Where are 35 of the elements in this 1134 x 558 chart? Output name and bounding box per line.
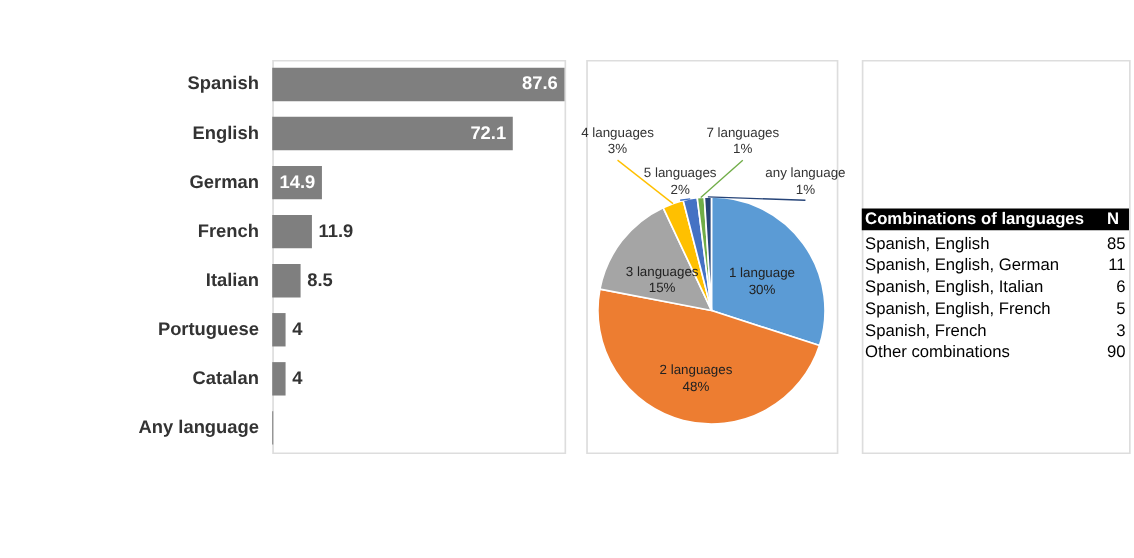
text: N [1106, 207, 1119, 228]
category-label: Spanish, English, German [865, 254, 1060, 275]
data-label: 6 [1116, 276, 1127, 297]
category-label: Other combinations [865, 341, 1010, 362]
data-label: 4 [292, 318, 305, 339]
y-tick-label: Any language [138, 416, 259, 437]
y-tick-label: Catalan [192, 367, 260, 388]
y-tick-label: Portuguese [157, 318, 259, 339]
bar [272, 67, 565, 102]
y-tick-label: English [192, 122, 260, 143]
data-label: 87.6 [522, 73, 558, 94]
text: Combinations of languages [865, 207, 1085, 228]
bar [272, 116, 513, 151]
data-label: 8.5 [307, 269, 333, 290]
y-tick-label: Italian [205, 269, 260, 290]
bar [272, 214, 312, 249]
category-label: Spanish, English, Italian [865, 276, 1044, 297]
data-label: 14.9 [279, 171, 316, 192]
y-tick-label: German [189, 171, 260, 192]
category-label: Spanish, English [865, 232, 991, 253]
category-label: Spanish, French [865, 319, 988, 340]
category-label: Spanish, English, French [865, 297, 1052, 318]
bar [272, 264, 301, 298]
data-label: 11.9 [318, 220, 354, 241]
y-tick-label: French [197, 220, 260, 241]
data-label: 4 [292, 367, 305, 388]
data-label: 72.1 [470, 122, 507, 143]
data-label: 5 [1116, 297, 1127, 318]
bar [272, 362, 286, 396]
data-label: 3 [1116, 319, 1127, 340]
bar [272, 313, 286, 347]
data-label: 85 [1107, 232, 1127, 253]
data-label: 90 [1107, 341, 1127, 362]
y-tick-label: Spanish [187, 73, 260, 94]
data-label: 11 [1108, 254, 1127, 275]
